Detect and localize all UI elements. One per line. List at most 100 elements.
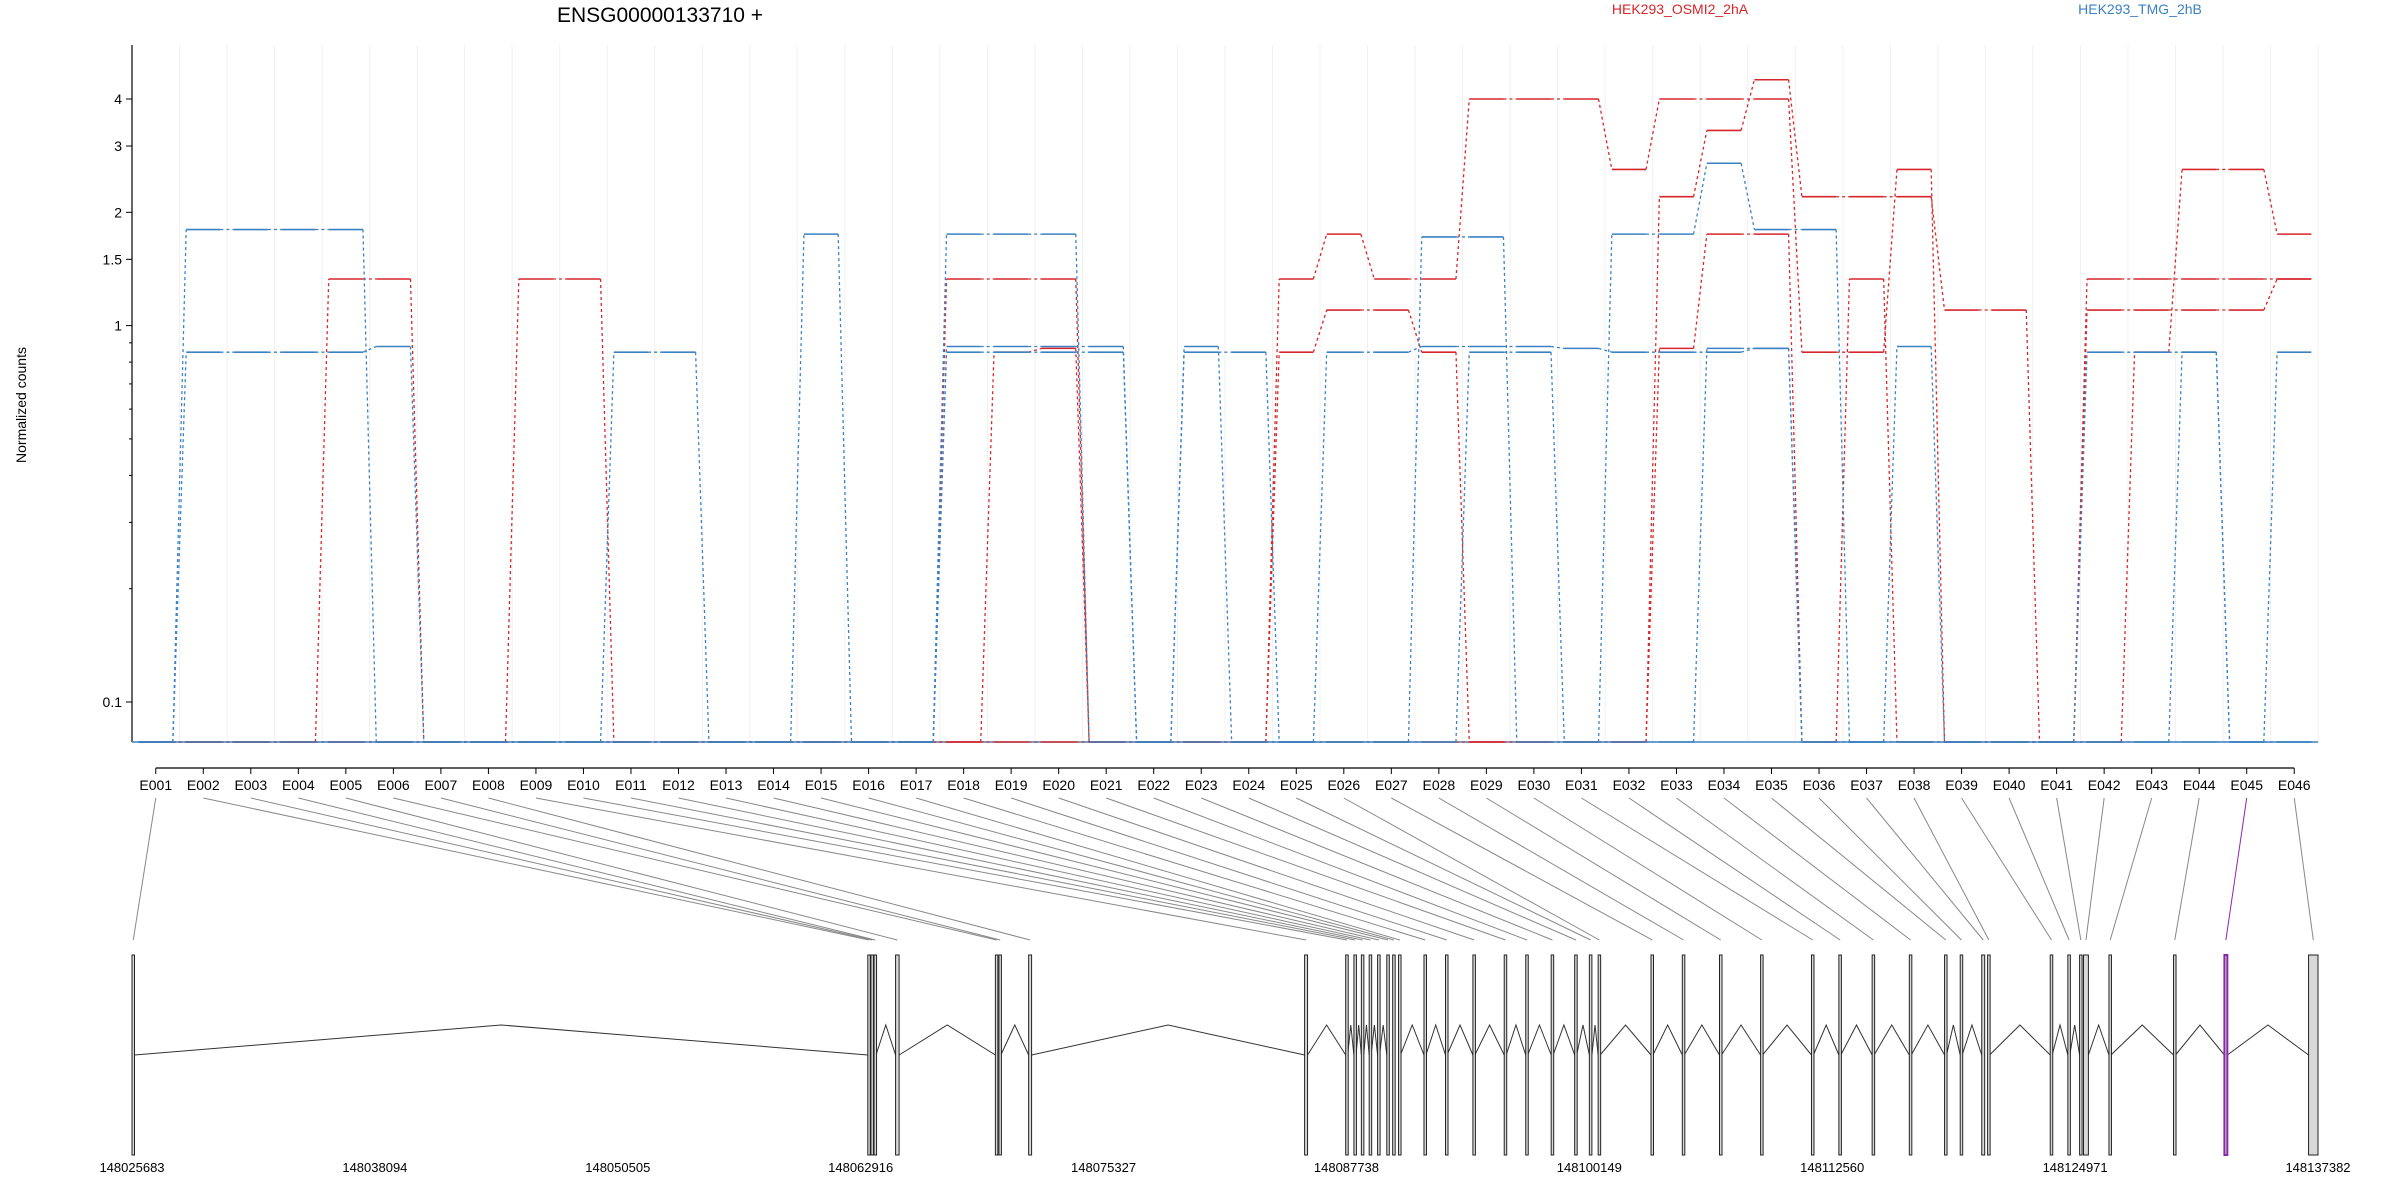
exon-connector [488,797,1031,941]
exon-box [1353,954,1357,1156]
exon-connector [2008,797,2070,941]
series-connector [2073,278,2088,743]
exon-connector [2056,797,2082,941]
series-connector [1312,352,1328,743]
x-tick-label: E023 [1185,777,1218,793]
x-tick-label: E021 [1090,777,1123,793]
series-connector [2263,169,2278,235]
exon-connector [2109,797,2153,941]
intron [1721,1024,1762,1056]
exon-connector [1438,797,1684,941]
series-connector [1265,278,1280,743]
exon-connector [1628,797,1841,941]
series-connector [1835,278,1851,743]
y-tick-label: 0.1 [103,694,123,710]
intron [875,1023,897,1056]
series-connector [1835,229,1851,743]
intron [1474,1023,1505,1056]
exon-connector [535,797,1307,941]
exon-box [1987,954,1991,1156]
exon-connector [963,797,1426,941]
exon-box [1386,954,1390,1156]
series-connector [932,278,948,743]
y-tick-label: 4 [114,91,122,107]
exon-connector [2293,797,2314,941]
exon-box [2223,954,2229,1156]
intron [1552,1023,1576,1056]
series-connector [1408,345,1422,353]
exon-connector [1676,797,1874,941]
intron [2175,1024,2225,1056]
genomic-coordinate-label: 148100149 [1557,1160,1622,1175]
intron [1652,1023,1683,1056]
exon-box [1718,954,1723,1156]
exon-connector [1106,797,1506,941]
series-connector [1597,234,1613,743]
x-tick-label: E026 [1327,777,1360,793]
x-tick-label: E032 [1613,777,1646,793]
exon-box [1650,954,1654,1156]
exon-connector [203,797,870,941]
series-connector [1692,234,1708,349]
x-tick-label: E014 [757,777,790,793]
series-connector [172,229,187,743]
exon-connector [298,797,876,941]
x-tick-label: E024 [1232,777,1265,793]
x-tick-label: E034 [1708,777,1741,793]
series-connector [1787,234,1803,743]
x-tick-label: E002 [187,777,220,793]
intron [1599,1024,1652,1056]
exon-box [1503,954,1508,1156]
exon-connector [725,797,1371,941]
intron [1946,1024,1961,1056]
x-tick-label: E012 [662,777,695,793]
exon-connector [440,797,1001,941]
genomic-coordinate-label: 148050505 [585,1160,650,1175]
exon-connector [678,797,1363,941]
exon-box [998,954,1002,1156]
exon-box [2173,954,2177,1156]
exon-box [2083,954,2089,1156]
intron [1446,1023,1474,1056]
x-tick-label: E017 [900,777,933,793]
exon-box [873,954,878,1156]
series-connector [1550,352,1565,743]
series-connector [1550,345,1565,350]
y-tick-label: 1.5 [103,251,123,267]
series-connector [2168,352,2183,743]
genomic-coordinate-label: 148112560 [1800,1160,1864,1175]
series-connector [1883,169,1898,353]
intron [898,1024,996,1056]
y-tick-label: 3 [114,138,122,154]
x-tick-label: E010 [567,777,600,793]
series-connector [599,352,615,743]
series-connector [1265,352,1280,743]
intron [1031,1024,1305,1056]
intron [1989,1024,2051,1056]
intron [1762,1024,1812,1056]
series-connector [1740,79,1756,131]
intron [1527,1023,1552,1056]
series-connector [1312,309,1328,353]
genomic-coordinate-label: 148124971 [2043,1160,2108,1175]
x-tick-label: E013 [710,777,743,793]
series-connector [980,352,995,743]
series-connector [2263,352,2278,743]
exon-box [1810,954,1815,1156]
exon-connector [250,797,873,941]
exon-connector [1581,797,1813,941]
exon-box [1944,954,1948,1156]
intron [1840,1023,1873,1056]
x-tick-label: E001 [139,777,172,793]
exon-connector [1248,797,1577,941]
exon-box [2049,954,2054,1156]
series-connector [314,278,330,743]
exon-connector [2225,797,2248,941]
series-connector [1455,98,1470,280]
series-connector [1787,98,1803,353]
exon-axis: E001 E002 E003 E004 E005 E006 E007 E008 E009 E010… [139,767,2311,793]
series-connector [362,345,377,353]
exon-box [2308,954,2319,1156]
genomic-coordinate-label: 148087738 [1314,1160,1379,1175]
exon-connector [345,797,898,941]
